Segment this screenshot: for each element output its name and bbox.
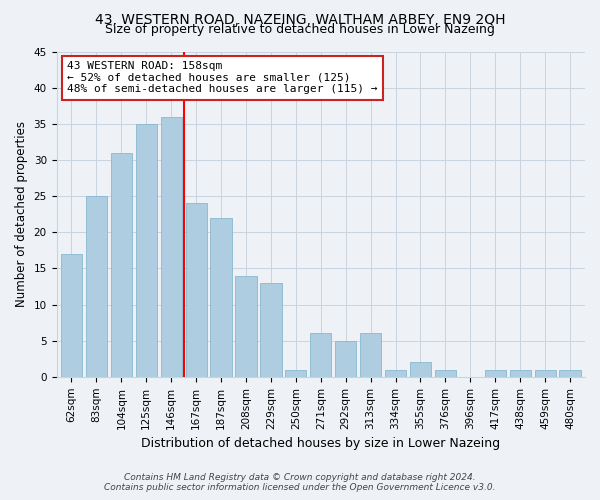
Text: 43, WESTERN ROAD, NAZEING, WALTHAM ABBEY, EN9 2QH: 43, WESTERN ROAD, NAZEING, WALTHAM ABBEY…: [95, 12, 505, 26]
Bar: [111, 152, 132, 377]
Bar: [485, 370, 506, 377]
Text: Contains HM Land Registry data © Crown copyright and database right 2024.
Contai: Contains HM Land Registry data © Crown c…: [104, 473, 496, 492]
Bar: [185, 204, 207, 377]
Bar: [285, 370, 307, 377]
Y-axis label: Number of detached properties: Number of detached properties: [15, 121, 28, 307]
Bar: [335, 340, 356, 377]
Bar: [385, 370, 406, 377]
Bar: [435, 370, 456, 377]
Bar: [260, 283, 281, 377]
Bar: [410, 362, 431, 377]
Bar: [235, 276, 257, 377]
Bar: [509, 370, 531, 377]
Bar: [86, 196, 107, 377]
Bar: [211, 218, 232, 377]
Bar: [360, 334, 381, 377]
Bar: [559, 370, 581, 377]
Bar: [136, 124, 157, 377]
Bar: [535, 370, 556, 377]
Bar: [61, 254, 82, 377]
Bar: [161, 116, 182, 377]
Text: Size of property relative to detached houses in Lower Nazeing: Size of property relative to detached ho…: [105, 22, 495, 36]
Text: 43 WESTERN ROAD: 158sqm
← 52% of detached houses are smaller (125)
48% of semi-d: 43 WESTERN ROAD: 158sqm ← 52% of detache…: [67, 62, 377, 94]
Bar: [310, 334, 331, 377]
X-axis label: Distribution of detached houses by size in Lower Nazeing: Distribution of detached houses by size …: [141, 437, 500, 450]
